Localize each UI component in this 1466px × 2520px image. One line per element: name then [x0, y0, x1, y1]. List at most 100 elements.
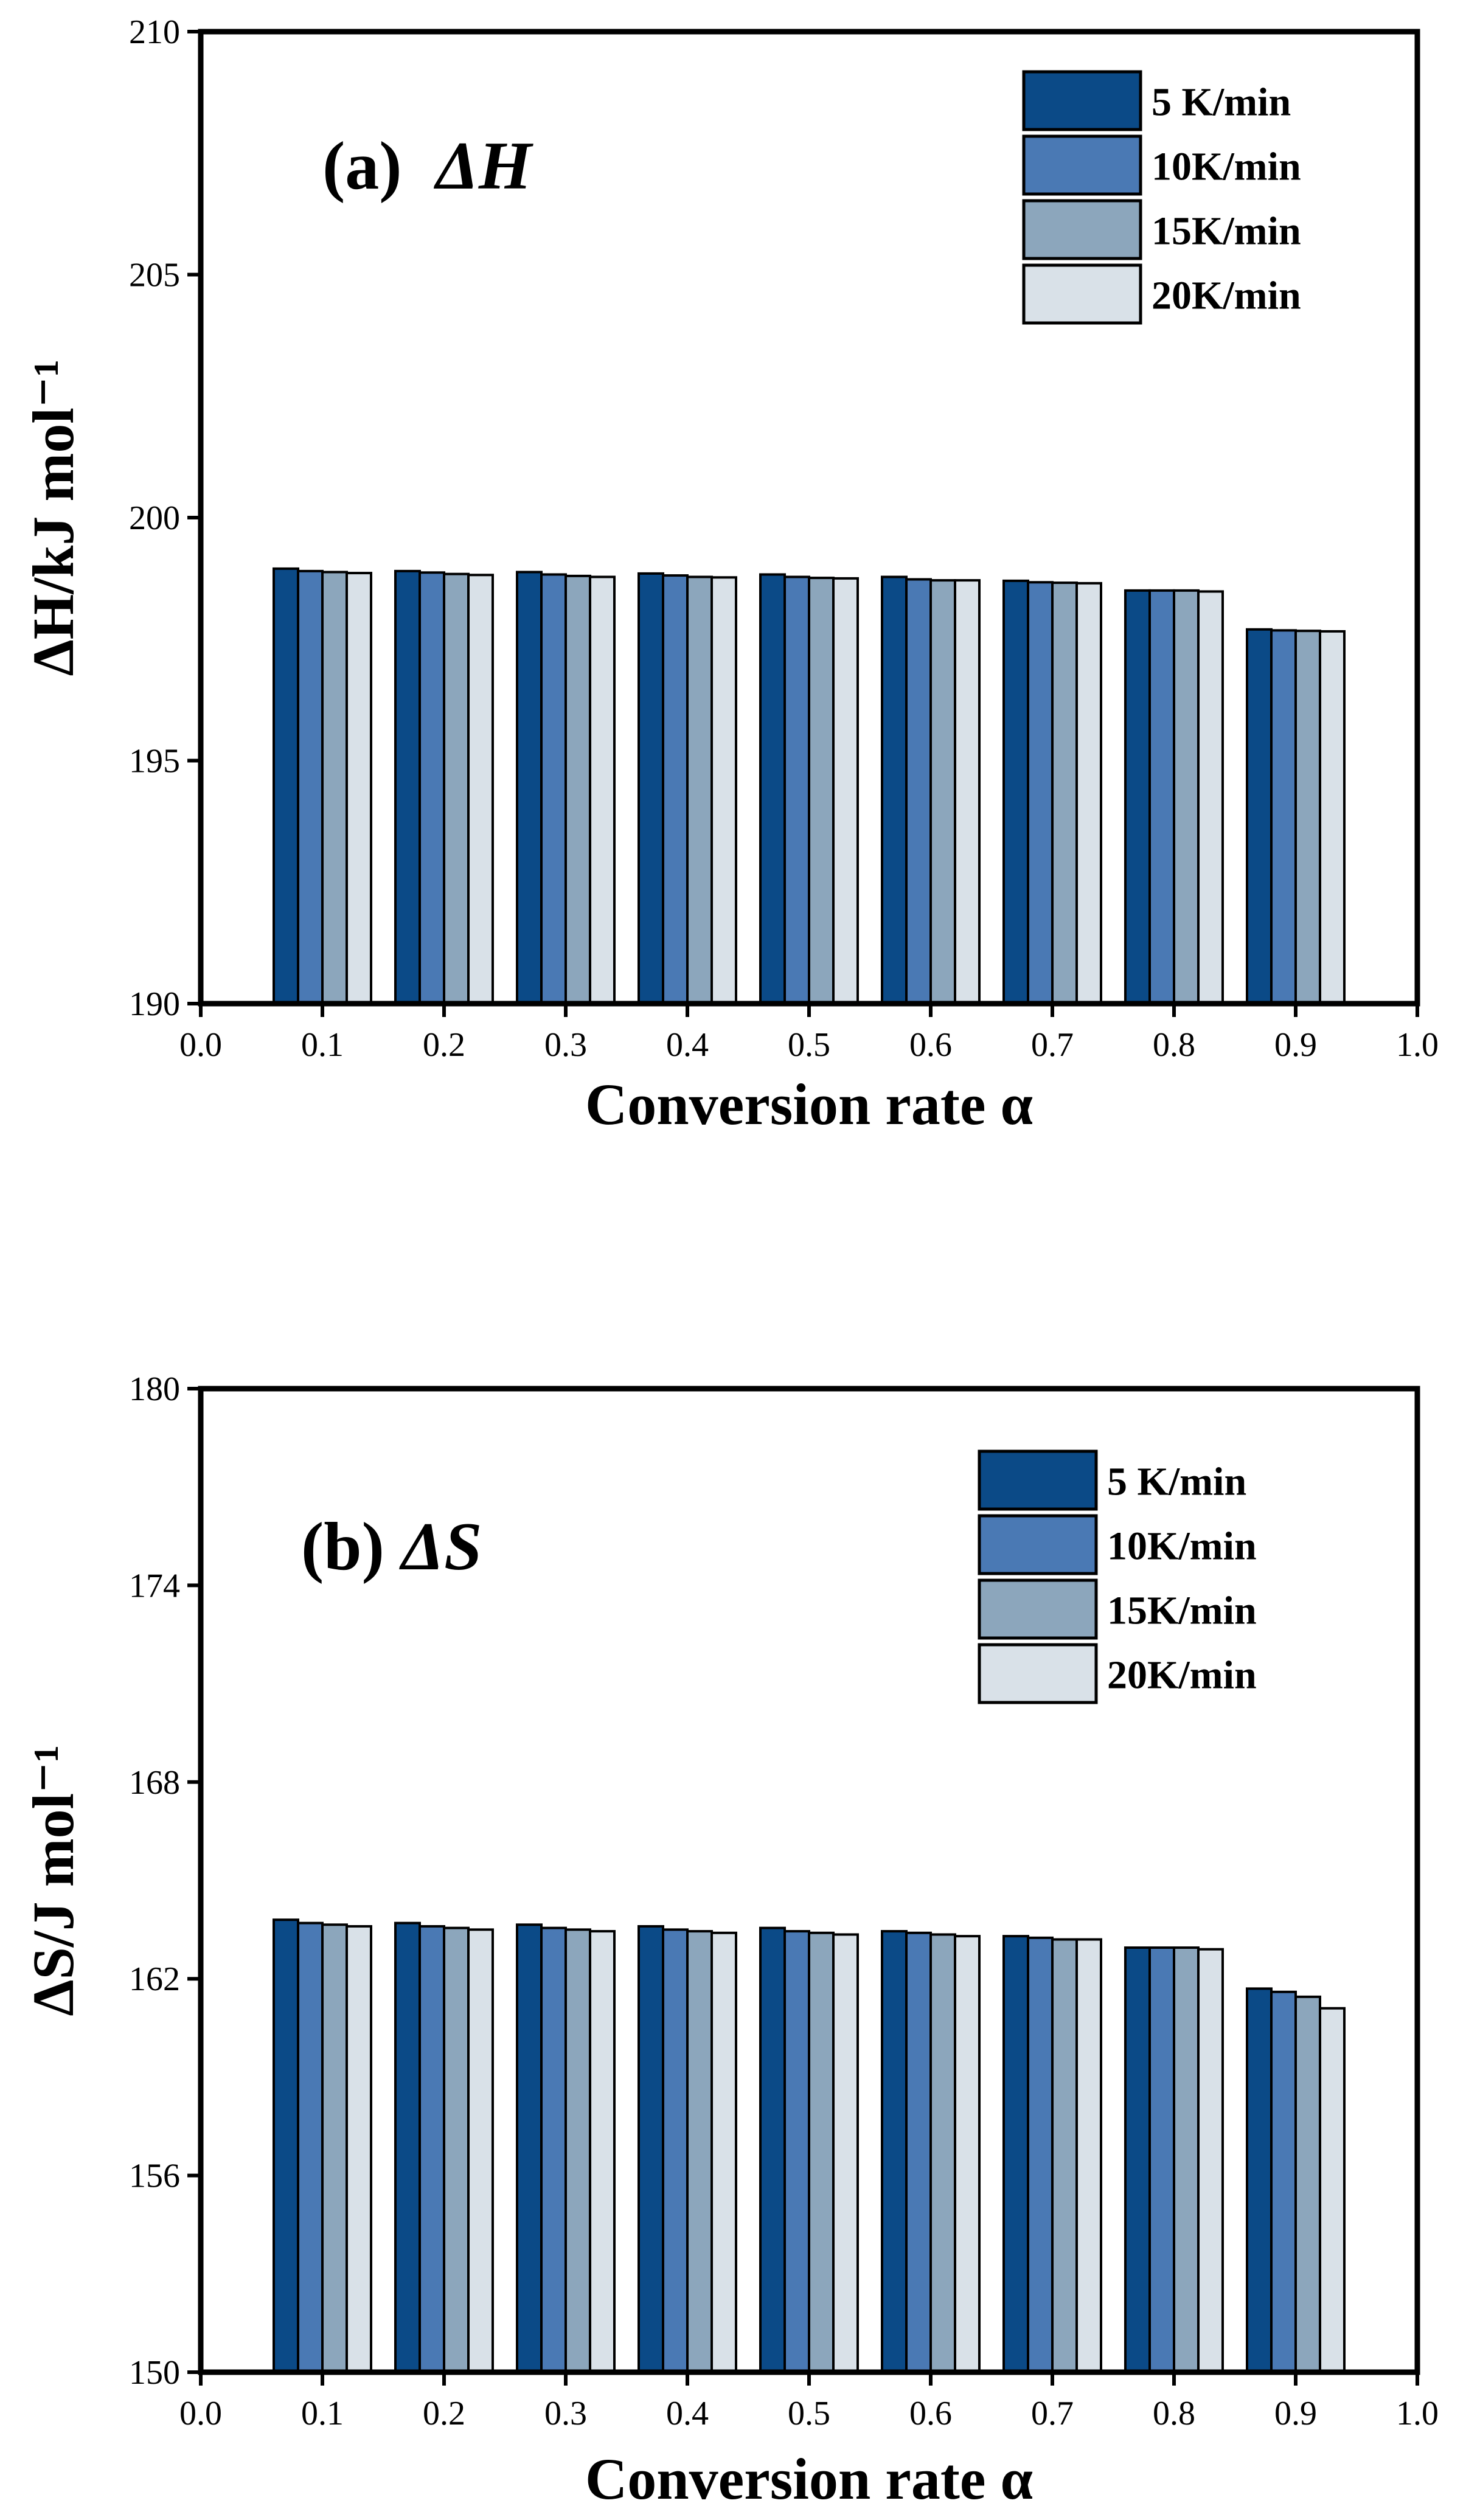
bar	[1051, 581, 1078, 1005]
legend-label: 5 K/min	[1107, 1460, 1246, 1504]
bar	[1246, 628, 1273, 1005]
bar	[394, 569, 421, 1005]
bar	[589, 575, 616, 1005]
bar	[1124, 589, 1151, 1005]
bar	[662, 574, 689, 1005]
x-tick-label: 0.9	[1274, 1026, 1317, 1064]
bar	[954, 579, 981, 1005]
bar	[1173, 589, 1200, 1005]
bar	[881, 1930, 908, 2373]
x-tick-label: 0.1	[301, 1026, 344, 1064]
bar	[273, 567, 299, 1005]
chart-panel-b: 150 156 162 168 174 180 0.0 0.1 0.2 0.3 0.4 0.5 0.6 0…	[21, 1370, 1439, 2511]
bar	[1051, 1938, 1078, 2373]
bar	[516, 571, 543, 1005]
bar	[832, 1933, 859, 2374]
bar	[1270, 1990, 1297, 2373]
bar	[516, 1923, 543, 2373]
x-tick-label: 0.7	[1031, 2395, 1074, 2432]
bar	[540, 573, 567, 1005]
x-tick-label: 0.5	[788, 1026, 830, 1064]
bar	[297, 569, 324, 1005]
x-axis-title: Conversion rate α	[585, 2446, 1033, 2511]
bar	[686, 1930, 713, 2373]
bar	[759, 573, 786, 1005]
bar	[1124, 1946, 1151, 2374]
bar	[1002, 1935, 1029, 2373]
bar	[1294, 1995, 1321, 2373]
bar	[1197, 590, 1224, 1005]
legend-label: 10K/min	[1107, 1524, 1257, 1569]
bar	[1075, 581, 1102, 1005]
x-tick-label: 0.8	[1153, 2395, 1195, 2432]
panel-label: (b) ΔS	[301, 1509, 482, 1585]
x-tick-label: 0.6	[909, 2395, 952, 2432]
y-tick-label: 210	[129, 13, 180, 51]
legend-label: 10K/min	[1152, 145, 1301, 189]
x-tick-label: 0.2	[423, 1026, 465, 1064]
bar	[710, 576, 737, 1005]
bar	[954, 1935, 981, 2373]
legend-swatch	[978, 1449, 1098, 1511]
bar	[443, 1926, 470, 2373]
bar	[1148, 1946, 1175, 2374]
bar	[297, 1921, 324, 2374]
bar	[1027, 1936, 1054, 2373]
y-tick-label: 168	[129, 1764, 180, 1802]
x-tick-label: 0.4	[666, 2395, 709, 2432]
bar	[881, 575, 908, 1005]
bar	[419, 1925, 445, 2373]
x-tick-label: 0.6	[909, 1026, 952, 1064]
chart-panel-a: 190 195 200 205 210 0.0 0.1 0.2 0.3 0.4 0.5 0.6 0.7 0…	[21, 13, 1439, 1137]
panel-label-prefix: (a)	[322, 128, 436, 204]
x-tick-label: 0.3	[544, 1026, 587, 1064]
y-tick-label: 195	[129, 743, 180, 780]
bar	[321, 571, 348, 1005]
x-tick-label: 0.7	[1031, 1026, 1074, 1064]
bar	[540, 1926, 567, 2373]
bar	[565, 1928, 591, 2374]
legend-label: 20K/min	[1107, 1653, 1257, 1698]
y-tick-label: 150	[129, 2354, 180, 2392]
bar	[346, 572, 372, 1005]
legend-swatch	[1022, 70, 1142, 131]
x-tick-label: 0.1	[301, 2395, 344, 2432]
legend-swatch	[978, 1514, 1098, 1575]
legend-swatch	[1022, 199, 1142, 260]
legend-label: 20K/min	[1152, 274, 1301, 318]
bar	[637, 1925, 664, 2373]
bar	[783, 1930, 810, 2373]
bar	[783, 575, 810, 1005]
bar	[1027, 581, 1054, 1005]
bar	[929, 579, 956, 1005]
legend-swatch	[978, 1643, 1098, 1704]
bar	[589, 1930, 616, 2373]
bar	[321, 1923, 348, 2373]
bar	[832, 577, 859, 1005]
bar	[394, 1921, 421, 2374]
x-tick-label: 0.5	[788, 2395, 830, 2432]
legend-label: 15K/min	[1107, 1589, 1257, 1633]
y-tick-label: 200	[129, 499, 180, 537]
panel-label-prefix: (b)	[301, 1509, 401, 1585]
x-tick-label: 0.2	[423, 2395, 465, 2432]
y-tick-label: 156	[129, 2157, 180, 2195]
bar	[1246, 1987, 1273, 2374]
bar	[637, 572, 664, 1005]
bar	[1002, 579, 1029, 1005]
bar	[905, 1931, 932, 2373]
x-tick-label: 0.4	[666, 1026, 709, 1064]
bar	[808, 1931, 835, 2373]
bar	[443, 572, 470, 1005]
legend-swatch	[1022, 134, 1142, 196]
bar	[905, 578, 932, 1005]
panel-label-symbol: ΔH	[434, 128, 533, 204]
bar	[1294, 630, 1321, 1005]
panel-label-symbol: ΔS	[399, 1509, 482, 1585]
y-tick-label: 205	[129, 257, 180, 294]
bar	[565, 574, 591, 1005]
y-tick-label: 190	[129, 985, 180, 1023]
panel-label: (a) ΔH	[322, 128, 533, 204]
y-tick-label: 180	[129, 1370, 180, 1408]
